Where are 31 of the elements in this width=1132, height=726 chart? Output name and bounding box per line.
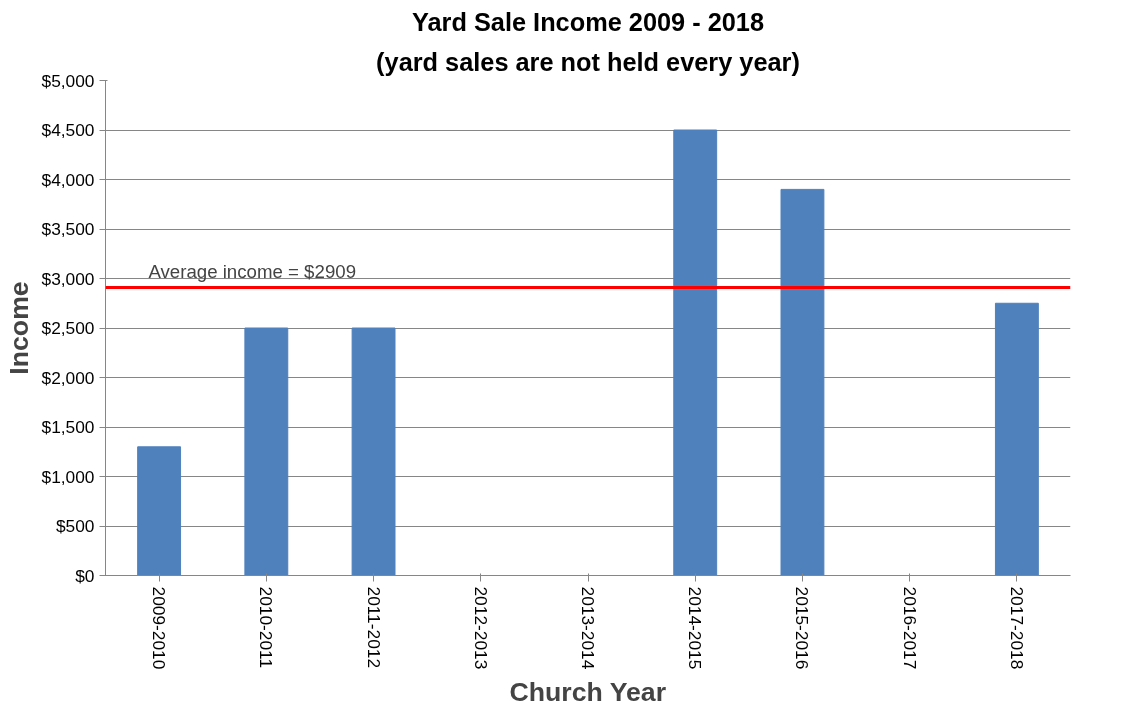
- y-tick-label: $2,500: [41, 318, 95, 338]
- chart-title: Yard Sale Income 2009 - 2018: [412, 7, 764, 36]
- y-tick-label: $1,000: [41, 466, 95, 487]
- bar: [780, 188, 825, 576]
- x-tick-label: 2014-2015: [685, 586, 706, 670]
- bar: [137, 446, 182, 576]
- bar: [994, 302, 1039, 576]
- y-tick-label: $5,000: [41, 70, 95, 91]
- y-tick-label: $4,500: [41, 120, 95, 140]
- x-tick-label: 2017-2018: [1006, 586, 1027, 670]
- y-tick-label: $1,500: [41, 417, 95, 437]
- x-tick-label: 2011-2012: [363, 586, 384, 669]
- x-tick-label: 2016-2017: [899, 586, 920, 670]
- y-tick-label: $4,000: [41, 169, 95, 190]
- y-tick-label: $2,000: [41, 367, 95, 388]
- x-tick-label: 2009-2010: [149, 586, 170, 670]
- x-tick-label: 2010-2011: [256, 586, 277, 669]
- x-tick-label: 2013-2014: [578, 586, 598, 670]
- y-axis-title: Income: [3, 281, 34, 375]
- bar: [351, 327, 396, 576]
- bar: [244, 327, 289, 576]
- ref-line-label: Average income = $2909: [148, 260, 357, 282]
- x-tick-label: 2015-2016: [792, 586, 813, 670]
- y-tick-label: $3,500: [41, 219, 95, 239]
- x-axis-title: Church Year: [509, 677, 667, 708]
- chart-subtitle: (yard sales are not held every year): [376, 47, 800, 76]
- x-tick-label: 2012-2013: [470, 586, 491, 670]
- y-tick-label: $500: [55, 516, 95, 536]
- y-tick-label: $3,000: [41, 268, 95, 289]
- y-tick-label: $0: [75, 565, 95, 586]
- bar: [673, 129, 718, 576]
